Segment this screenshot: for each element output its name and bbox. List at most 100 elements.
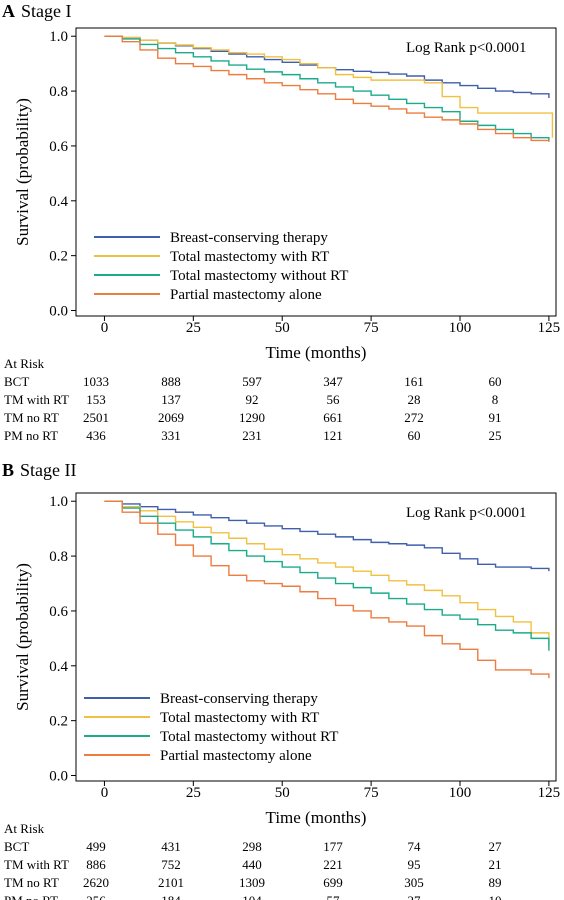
at-risk-count: 57 xyxy=(327,893,341,900)
at-risk-count: 231 xyxy=(242,428,262,443)
y-tick-label: 0.8 xyxy=(49,549,68,565)
at-risk-count: 28 xyxy=(408,392,421,407)
at-risk-row-label: TM with RT xyxy=(4,392,69,407)
at-risk-count: 272 xyxy=(404,410,424,425)
at-risk-count: 60 xyxy=(408,428,421,443)
survival-curve-4 xyxy=(104,35,550,142)
plot-frame xyxy=(75,492,557,782)
at-risk-count: 440 xyxy=(242,857,262,872)
panel-title: A Stage I xyxy=(2,1,71,21)
y-tick-label: 0.8 xyxy=(49,84,68,100)
at-risk-count: 89 xyxy=(489,875,502,890)
at-risk-header: At Risk xyxy=(4,356,45,371)
at-risk-row-label: BCT xyxy=(4,839,29,854)
legend-label: Total mastectomy with RT xyxy=(160,710,319,726)
at-risk-count: 27 xyxy=(489,839,503,854)
y-tick-label: 0.4 xyxy=(49,659,68,675)
at-risk-row-label: TM with RT xyxy=(4,857,69,872)
at-risk-count: 95 xyxy=(408,857,421,872)
at-risk-count: 1033 xyxy=(83,374,109,389)
y-axis-title: Survival (probability) xyxy=(13,98,32,246)
at-risk-count: 91 xyxy=(489,410,502,425)
panel-stage-label: Stage II xyxy=(20,460,76,480)
at-risk-count: 74 xyxy=(408,839,422,854)
legend-label: Breast-conserving therapy xyxy=(170,230,328,246)
y-tick-label: 0.6 xyxy=(49,139,68,155)
legend-label: Breast-conserving therapy xyxy=(160,691,318,707)
at-risk-count: 10 xyxy=(489,893,502,900)
at-risk-count: 661 xyxy=(323,410,343,425)
at-risk-row-label: BCT xyxy=(4,374,29,389)
at-risk-count: 56 xyxy=(327,392,341,407)
at-risk-count: 184 xyxy=(161,893,181,900)
at-risk-count: 2069 xyxy=(158,410,184,425)
panel-stage-label: Stage I xyxy=(21,1,71,21)
x-tick-label: 75 xyxy=(364,785,379,801)
at-risk-count: 8 xyxy=(492,392,499,407)
x-axis-title: Time (months) xyxy=(266,343,367,362)
survival-curve-3 xyxy=(104,500,550,651)
at-risk-count: 2501 xyxy=(83,410,109,425)
at-risk-count: 92 xyxy=(246,392,259,407)
at-risk-header: At Risk xyxy=(4,821,45,836)
at-risk-count: 597 xyxy=(242,374,262,389)
x-tick-label: 25 xyxy=(186,785,201,801)
legend-label: Total mastectomy with RT xyxy=(170,249,329,265)
legend-label: Total mastectomy without RT xyxy=(160,729,338,745)
legend-label: Total mastectomy without RT xyxy=(170,268,348,284)
panel-title: B Stage II xyxy=(2,460,77,480)
y-tick-label: 0.6 xyxy=(49,604,68,620)
at-risk-count: 436 xyxy=(86,428,106,443)
at-risk-count: 347 xyxy=(323,374,343,389)
y-tick-label: 0.2 xyxy=(49,714,68,730)
x-tick-label: 125 xyxy=(538,785,561,801)
x-tick-label: 0 xyxy=(101,320,109,336)
x-tick-label: 50 xyxy=(275,320,290,336)
x-tick-label: 50 xyxy=(275,785,290,801)
at-risk-count: 699 xyxy=(323,875,343,890)
x-tick-label: 75 xyxy=(364,320,379,336)
at-risk-count: 137 xyxy=(161,392,181,407)
at-risk-count: 2101 xyxy=(158,875,184,890)
panel-letter: B xyxy=(2,460,14,480)
at-risk-count: 60 xyxy=(489,374,502,389)
x-tick-label: 100 xyxy=(449,785,472,801)
y-tick-label: 0.4 xyxy=(49,194,68,210)
at-risk-count: 331 xyxy=(161,428,181,443)
x-tick-label: 125 xyxy=(538,320,561,336)
log-rank-annotation: Log Rank p<0.0001 xyxy=(406,505,527,521)
at-risk-count: 121 xyxy=(323,428,343,443)
x-tick-label: 25 xyxy=(186,320,201,336)
y-tick-label: 1.0 xyxy=(49,29,68,45)
y-tick-label: 0.2 xyxy=(49,249,68,265)
at-risk-row-label: TM no RT xyxy=(4,875,59,890)
survival-curve-1 xyxy=(104,500,550,572)
legend-label: Partial mastectomy alone xyxy=(160,748,312,764)
at-risk-count: 305 xyxy=(404,875,424,890)
at-risk-count: 1290 xyxy=(239,410,265,425)
at-risk-count: 25 xyxy=(489,428,502,443)
survival-curve-2 xyxy=(104,500,550,647)
legend-label: Partial mastectomy alone xyxy=(170,287,322,303)
at-risk-count: 1309 xyxy=(239,875,265,890)
at-risk-row-label: PM no RT xyxy=(4,893,58,900)
at-risk-count: 153 xyxy=(86,392,106,407)
at-risk-count: 431 xyxy=(161,839,181,854)
y-tick-label: 0.0 xyxy=(49,769,68,785)
y-axis-title: Survival (probability) xyxy=(13,563,32,711)
x-axis-title: Time (months) xyxy=(266,808,367,827)
survival-curve-4 xyxy=(104,500,550,679)
at-risk-count: 886 xyxy=(86,857,106,872)
at-risk-count: 752 xyxy=(161,857,181,872)
at-risk-count: 298 xyxy=(242,839,262,854)
at-risk-count: 104 xyxy=(242,893,262,900)
at-risk-count: 161 xyxy=(404,374,424,389)
at-risk-count: 221 xyxy=(323,857,343,872)
y-tick-label: 0.0 xyxy=(49,304,68,320)
at-risk-count: 2620 xyxy=(83,875,109,890)
x-tick-label: 0 xyxy=(101,785,109,801)
panel-letter: A xyxy=(2,1,15,21)
at-risk-count: 27 xyxy=(408,893,422,900)
at-risk-row-label: TM no RT xyxy=(4,410,59,425)
